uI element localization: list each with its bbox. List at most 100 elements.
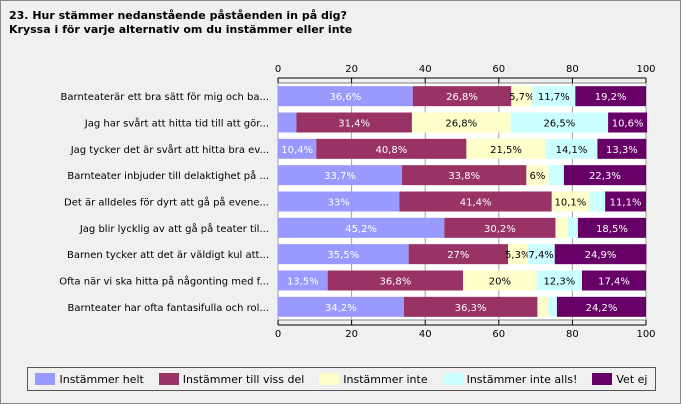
x-tick-label-top: 80 — [566, 64, 579, 75]
bar-segment — [403, 296, 538, 317]
category-label: Barnteater inbjuder till delaktighet på … — [67, 169, 269, 182]
data-label: 7,4% — [528, 250, 553, 261]
legend-swatch — [35, 373, 56, 385]
data-label: 19,2% — [595, 92, 627, 103]
stacked-bar-chart: 0 0 20 20 40 40 60 60 80 80 100 100 Barnteaterär ett… — [59, 64, 655, 340]
x-tick-label-bottom: 100 — [636, 329, 655, 340]
category-label: Jag har svårt att hitta tid till att gör… — [84, 117, 269, 130]
bar-segment — [551, 191, 589, 212]
legend-swatch — [319, 373, 340, 385]
data-label: 26,8% — [446, 92, 478, 103]
data-label: 6% — [530, 171, 546, 182]
bar-segment — [526, 165, 549, 186]
bar-segment — [278, 191, 400, 212]
bar-segment — [278, 296, 404, 317]
bar-segment — [402, 165, 527, 186]
data-label: 27% — [447, 250, 469, 261]
bar-segment — [608, 112, 648, 133]
legend-label: Instämmer till viss del — [182, 372, 305, 386]
bar-segment — [408, 244, 508, 265]
bar-segment — [296, 112, 412, 133]
data-label: 17,4% — [598, 277, 630, 288]
data-label: 20% — [489, 277, 511, 288]
data-label: 26,8% — [445, 119, 477, 130]
bar-segment — [399, 191, 552, 212]
bar-segment — [278, 165, 403, 186]
bar-segment — [555, 217, 568, 238]
data-label: 13,3% — [606, 145, 638, 156]
category-label: Jag tycker det är svårt att hitta bra ev… — [70, 143, 269, 156]
bar-segment — [463, 270, 537, 291]
legend-label: Instämmer inte — [343, 372, 428, 386]
bar-segment — [278, 86, 413, 107]
bar-segment — [588, 191, 606, 212]
x-tick-label-bottom: 20 — [345, 329, 358, 340]
bar-segment — [411, 112, 511, 133]
bar-segment — [605, 191, 646, 212]
data-label: 31,4% — [338, 119, 370, 130]
bar-segment — [581, 270, 646, 291]
data-label: 10,4% — [281, 145, 313, 156]
category-label: Ofta när vi ska hitta på någonting med f… — [59, 275, 269, 288]
chart-legend: Instämmer helt Instämmer till viss del Ins… — [27, 367, 656, 391]
legend-swatch — [442, 373, 463, 385]
bar-segment — [532, 86, 576, 107]
category-label: Det är alldeles för dyrt att gå på evene… — [64, 196, 269, 209]
bar-segment — [563, 165, 646, 186]
data-label: 36,6% — [329, 92, 361, 103]
data-label: 10,1% — [554, 198, 586, 209]
bar-segment — [511, 86, 533, 107]
data-label: 45,2% — [345, 224, 377, 235]
data-label: 33,7% — [324, 171, 356, 182]
legend-item: Vet ej — [592, 373, 647, 386]
category-label: Barnen tycker att det är väldigt kul att… — [67, 250, 269, 261]
data-label: 18,5% — [596, 224, 628, 235]
bar-segment — [536, 270, 582, 291]
data-label: 33,8% — [448, 171, 480, 182]
bar-segment — [278, 244, 409, 265]
bar-segment — [545, 138, 598, 159]
category-label: Barnteaterär ett bra sätt för mig och ba… — [61, 92, 269, 103]
x-tick-label-bottom: 40 — [419, 329, 432, 340]
data-label: 13,5% — [287, 277, 319, 288]
bar-segment — [548, 165, 564, 186]
data-label: 5,3% — [505, 250, 530, 261]
x-tick-label-top: 60 — [492, 64, 505, 75]
bar-segment — [278, 112, 297, 133]
bar-segment — [575, 86, 646, 107]
data-label: 12,3% — [543, 277, 575, 288]
data-label: 14,1% — [556, 145, 588, 156]
chart-title-line-2: Kryssa i för varje alternativ om du inst… — [9, 23, 353, 36]
x-tick-label-bottom: 60 — [492, 329, 505, 340]
x-tick-label-top: 100 — [636, 64, 655, 75]
category-label: Jag blir lycklig av att gå på teater til… — [79, 222, 269, 235]
data-label: 30,2% — [484, 224, 516, 235]
data-label: 41,4% — [460, 198, 492, 209]
bar-segment — [548, 296, 557, 317]
data-label: 24,9% — [585, 250, 617, 261]
bar-segment — [537, 296, 549, 317]
data-label: 10,6% — [612, 119, 644, 130]
bar-segment — [597, 138, 647, 159]
x-tick-label-top: 20 — [345, 64, 358, 75]
legend-item: Instämmer till viss del — [158, 372, 305, 386]
data-label: 5,7% — [509, 92, 534, 103]
data-label: 35,5% — [327, 250, 359, 261]
chart-title: 23. Hur stämmer nedanstående påståenden … — [9, 9, 352, 37]
legend-label: Instämmer helt — [59, 372, 144, 386]
x-tick-label-top: 40 — [419, 64, 432, 75]
bar-segment — [508, 244, 528, 265]
bar-segment — [444, 217, 556, 238]
legend-item: Instämmer inte alls! — [442, 373, 577, 386]
bar-segment — [316, 138, 467, 159]
bar-segment — [556, 296, 646, 317]
bar-segment — [577, 217, 646, 238]
bar-segment — [278, 270, 328, 291]
x-tick-label-bottom: 0 — [275, 329, 281, 340]
x-tick-label-top: 0 — [275, 64, 281, 75]
data-label: 40,8% — [375, 145, 407, 156]
bar-segment — [466, 138, 546, 159]
legend-swatch — [592, 373, 613, 385]
data-label: 21,5% — [490, 145, 522, 156]
